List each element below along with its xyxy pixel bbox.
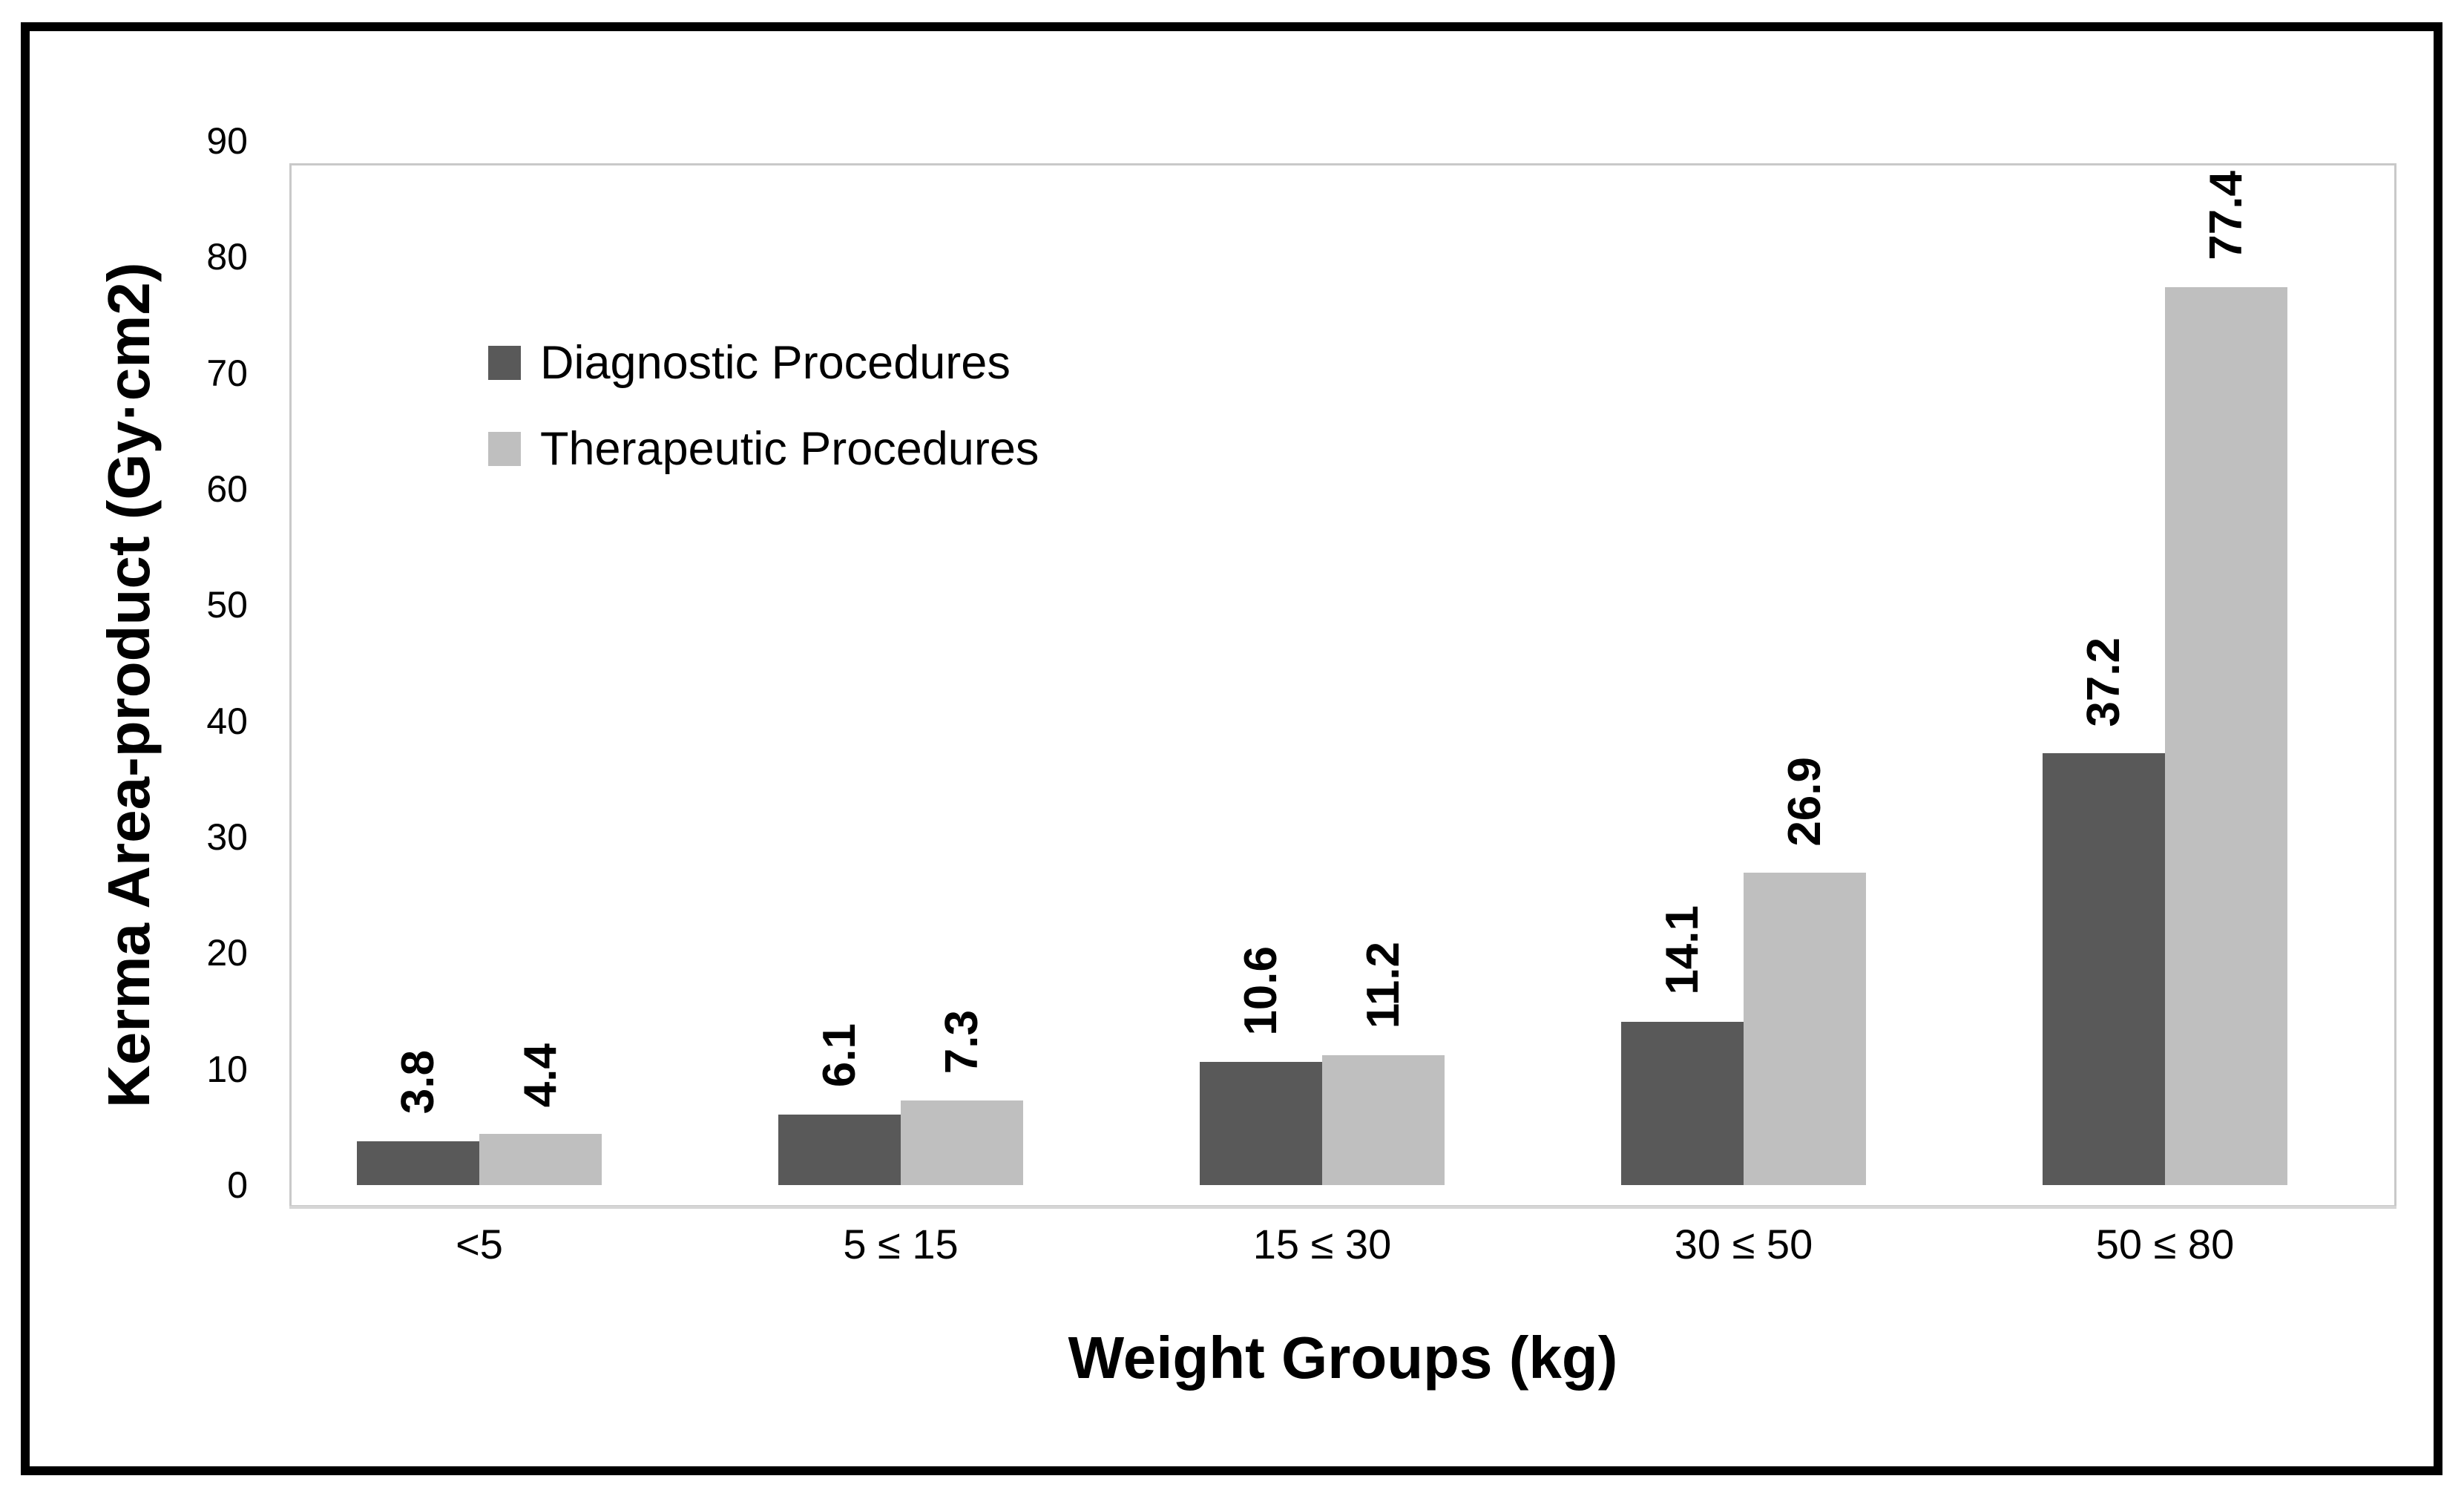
bar-value-label: 14.1 bbox=[1656, 905, 1708, 995]
bar-value-label: 10.6 bbox=[1235, 945, 1287, 1036]
bar-diagnostic bbox=[778, 1114, 901, 1185]
legend-swatch-therapeutic bbox=[488, 432, 521, 466]
bar-therapeutic bbox=[479, 1134, 602, 1185]
category-label: 50 ≤ 80 bbox=[2095, 1221, 2235, 1267]
y-tick-label: 40 bbox=[206, 700, 248, 742]
bar-value-label: 77.4 bbox=[2200, 171, 2252, 260]
bar-diagnostic bbox=[1621, 1021, 1744, 1185]
y-tick-label: 20 bbox=[206, 932, 248, 974]
category-label: 5 ≤ 15 bbox=[843, 1221, 959, 1267]
y-tick-label: 0 bbox=[227, 1164, 248, 1206]
category-label: <5 bbox=[456, 1221, 503, 1267]
y-tick-label: 90 bbox=[206, 120, 248, 162]
bar-diagnostic bbox=[1200, 1062, 1322, 1185]
bar-value-label: 6.1 bbox=[813, 1023, 865, 1088]
bar-value-label: 11.2 bbox=[1357, 941, 1409, 1028]
bar-value-label: 26.9 bbox=[1778, 756, 1830, 847]
x-axis-line bbox=[289, 1206, 2396, 1209]
legend-item-diagnostic: Diagnostic Procedures bbox=[488, 334, 1039, 392]
bar-therapeutic bbox=[901, 1100, 1023, 1185]
y-axis-title: Kerma Area-product (Gy·cm2) bbox=[96, 262, 162, 1109]
category-label: 15 ≤ 30 bbox=[1252, 1221, 1392, 1267]
bar-value-label: 7.3 bbox=[936, 1009, 988, 1074]
bar-therapeutic bbox=[2165, 286, 2287, 1185]
y-tick-label: 80 bbox=[206, 236, 248, 278]
legend: Diagnostic Procedures Therapeutic Proced… bbox=[488, 334, 1039, 506]
bar-diagnostic bbox=[357, 1141, 479, 1185]
category-label: 30 ≤ 50 bbox=[1674, 1221, 1813, 1267]
y-tick-label: 50 bbox=[206, 584, 248, 626]
x-axis-title: Weight Groups (kg) bbox=[1068, 1325, 1618, 1391]
y-tick-label: 30 bbox=[206, 816, 248, 858]
bar-therapeutic bbox=[1322, 1054, 1445, 1185]
y-tick-label: 60 bbox=[206, 468, 248, 510]
y-tick-label: 10 bbox=[206, 1048, 248, 1090]
legend-swatch-diagnostic bbox=[488, 346, 521, 380]
figure-frame: 0 10 20 30 40 50 60 70 80 90 3.8 6.1 10.6 14.1 37.2 4.… bbox=[21, 22, 2442, 1475]
bar-value-label: 4.4 bbox=[514, 1043, 566, 1108]
bar-value-label: 37.2 bbox=[2077, 637, 2129, 727]
legend-label-diagnostic: Diagnostic Procedures bbox=[540, 337, 1011, 389]
bar-therapeutic bbox=[1744, 873, 1866, 1185]
legend-item-therapeutic: Therapeutic Procedures bbox=[488, 420, 1039, 478]
bar-value-label: 3.8 bbox=[392, 1050, 444, 1115]
bar-diagnostic bbox=[2043, 753, 2165, 1185]
y-tick-label: 70 bbox=[206, 352, 248, 394]
legend-label-therapeutic: Therapeutic Procedures bbox=[540, 423, 1039, 475]
